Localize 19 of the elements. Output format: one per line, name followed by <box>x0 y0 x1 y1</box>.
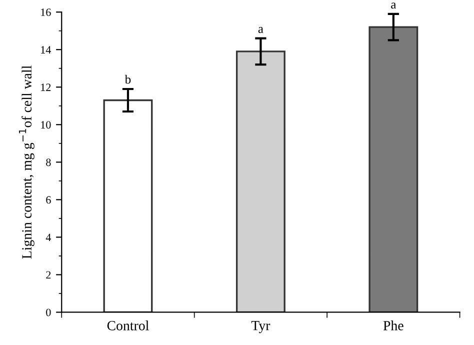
annotation: b <box>124 74 131 84</box>
x-tick-label: Tyr <box>251 321 270 334</box>
bar <box>368 26 418 312</box>
x-tick-label: Control <box>107 320 149 330</box>
bar <box>236 50 286 312</box>
annotation: a <box>391 2 396 9</box>
bar <box>103 99 153 312</box>
annotation: a <box>258 27 264 34</box>
x-tick-label: Phe <box>383 320 404 330</box>
y-tick-label: 2 <box>46 271 51 279</box>
y-tick-label: 16 <box>41 8 51 16</box>
y-axis-title: Lignin content, mg g$^{−1}$of cell wall <box>18 66 34 259</box>
y-tick-label: 8 <box>46 158 51 166</box>
y-tick-label: 6 <box>46 196 51 204</box>
y-tick-label: 14 <box>41 46 52 54</box>
y-tick-label: 10 <box>41 121 51 129</box>
y-tick-label: 4 <box>46 234 52 242</box>
y-tick-label: 0 <box>46 308 51 316</box>
y-tick-label: 12 <box>41 84 51 91</box>
